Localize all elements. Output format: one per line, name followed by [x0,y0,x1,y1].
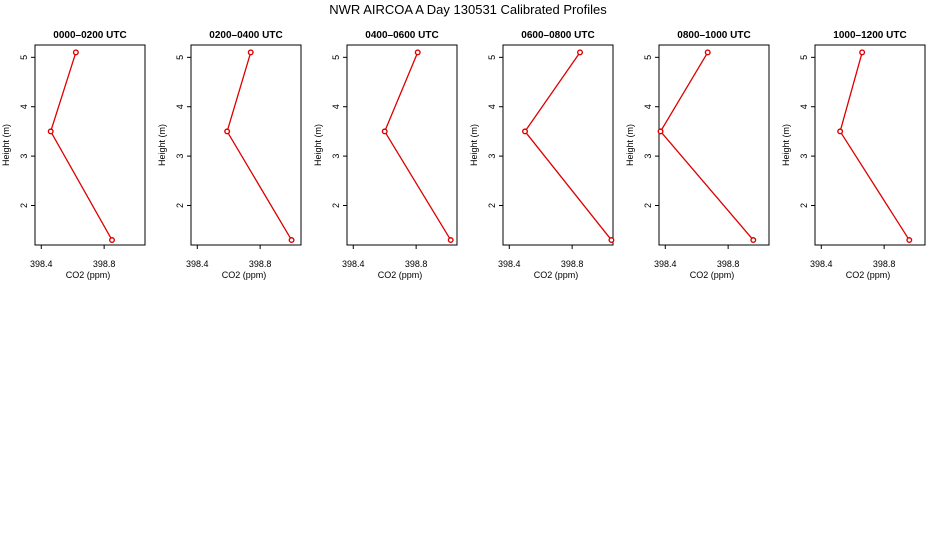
plot-frame [346,44,458,246]
y-tick-label: 4 [331,104,341,109]
data-point [577,49,584,56]
y-axis-label: Height (m) [157,124,167,166]
y-tick-label: 3 [799,154,809,159]
profile-line [50,52,113,241]
y-tick-label: 4 [487,104,497,109]
x-tick-label: 398.8 [93,259,116,269]
x-tick-label: 398.8 [873,259,896,269]
panel-title: 1000–1200 UTC [833,30,906,41]
y-tick-label: 4 [19,104,29,109]
data-point [108,237,115,244]
panel-title: 0400–0600 UTC [365,30,438,41]
x-tick-label: 398.4 [654,259,677,269]
plot-frame [502,44,614,246]
y-tick-label: 5 [19,55,29,60]
profile-line [839,52,910,241]
profile-line [226,52,293,241]
data-point [381,128,388,135]
x-tick-label: 398.4 [342,259,365,269]
x-tick-label: 398.4 [30,259,53,269]
data-point [224,128,231,135]
y-tick-label: 2 [487,203,497,208]
data-point [859,49,866,56]
y-axis-label: Height (m) [313,124,323,166]
x-axis-label: CO2 (ppm) [222,270,267,280]
data-point [837,128,844,135]
y-tick-label: 3 [175,154,185,159]
plot-frame [34,44,146,246]
x-axis-label: CO2 (ppm) [378,270,423,280]
y-tick-label: 5 [175,55,185,60]
y-tick-label: 3 [331,154,341,159]
x-axis-label: CO2 (ppm) [66,270,111,280]
y-tick-label: 2 [643,203,653,208]
y-tick-label: 2 [19,203,29,208]
y-tick-label: 2 [175,203,185,208]
x-tick-label: 398.4 [498,259,521,269]
panel-title: 0000–0200 UTC [53,30,126,41]
plot-frame [814,44,926,246]
x-tick-label: 398.8 [717,259,740,269]
data-point [657,128,664,135]
y-axis-label: Height (m) [781,124,791,166]
x-axis-label: CO2 (ppm) [846,270,891,280]
figure-title: NWR AIRCOA A Day 130531 Calibrated Profi… [329,2,607,17]
panel-title: 0600–0800 UTC [521,30,594,41]
y-tick-label: 5 [799,55,809,60]
data-point [47,128,54,135]
data-point [288,237,295,244]
y-axis-label: Height (m) [469,124,479,166]
y-tick-label: 3 [19,154,29,159]
y-tick-label: 5 [487,55,497,60]
profile-line [524,52,612,241]
y-tick-label: 4 [643,104,653,109]
data-point [522,128,529,135]
y-axis-label: Height (m) [1,124,11,166]
data-point [447,237,454,244]
data-point [750,237,757,244]
data-point [414,49,421,56]
x-tick-label: 398.4 [186,259,209,269]
y-tick-label: 3 [487,154,497,159]
data-point [247,49,254,56]
plot-frame [190,44,302,246]
y-tick-label: 3 [643,154,653,159]
profile-line [659,52,754,241]
plot-frame [658,44,770,246]
data-point [608,237,615,244]
panel-title: 0200–0400 UTC [209,30,282,41]
data-point [72,49,79,56]
y-tick-label: 4 [175,104,185,109]
data-point [704,49,711,56]
y-tick-label: 2 [799,203,809,208]
x-tick-label: 398.8 [249,259,272,269]
x-tick-label: 398.8 [405,259,428,269]
profile-line [383,52,452,241]
x-axis-label: CO2 (ppm) [690,270,735,280]
panel-title: 0800–1000 UTC [677,30,750,41]
x-axis-label: CO2 (ppm) [534,270,579,280]
y-tick-label: 5 [331,55,341,60]
y-tick-label: 4 [799,104,809,109]
y-tick-label: 2 [331,203,341,208]
x-tick-label: 398.4 [810,259,833,269]
x-tick-label: 398.8 [561,259,584,269]
y-tick-label: 5 [643,55,653,60]
data-point [906,237,913,244]
y-axis-label: Height (m) [625,124,635,166]
